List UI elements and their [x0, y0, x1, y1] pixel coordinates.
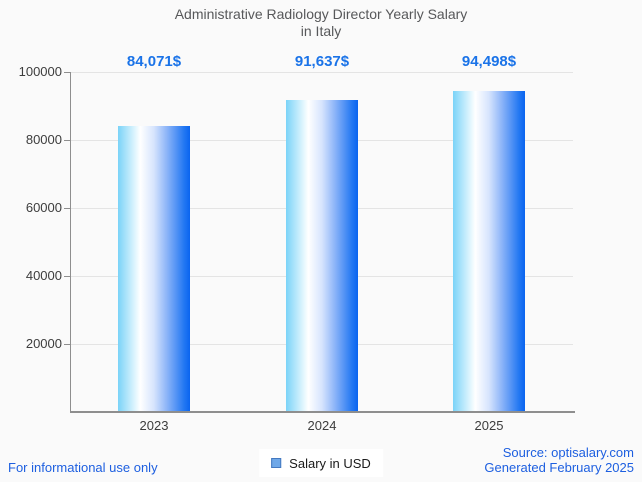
y-axis-tick-label: 60000 [25, 200, 62, 215]
y-axis-tick-mark [64, 208, 70, 209]
bar-2024[interactable] [286, 100, 358, 412]
bar-value-label: 91,637$ [294, 53, 350, 70]
y-axis-tick-label: 100000 [18, 64, 62, 79]
y-axis-line [70, 72, 71, 412]
bar-value-label: 84,071$ [126, 53, 182, 70]
legend-marker-icon [271, 458, 282, 468]
x-axis-tick-label: 2024 [307, 418, 337, 433]
y-axis-tick-mark [64, 276, 70, 277]
y-axis-tick-label: 20000 [25, 336, 62, 351]
legend[interactable]: Salary in USD [259, 449, 383, 477]
chart-title: Administrative Radiology Director Yearly… [0, 6, 642, 40]
y-axis-tick-mark [64, 140, 70, 141]
bar-value-label: 94,498$ [461, 53, 517, 70]
legend-label: Salary in USD [289, 455, 371, 471]
x-axis-tick-label: 2025 [474, 418, 504, 433]
chart-title-line2: in Italy [300, 23, 342, 39]
y-axis-tick-mark [64, 72, 70, 73]
x-axis-tick-label: 2023 [139, 418, 169, 433]
y-axis-tick-mark [64, 344, 70, 345]
source-block: Source: optisalary.com Generated Februar… [484, 445, 634, 475]
chart-title-line1: Administrative Radiology Director Yearly… [174, 6, 468, 22]
bar-2023[interactable] [118, 126, 190, 412]
y-axis-tick-label: 80000 [25, 132, 62, 147]
disclaimer-text: For informational use only [8, 460, 158, 475]
source-link[interactable]: Source: optisalary.com [502, 445, 634, 460]
bar-2025[interactable] [453, 91, 525, 412]
generated-date: Generated February 2025 [484, 460, 634, 475]
y-axis-tick-label: 40000 [25, 268, 62, 283]
x-axis-line [70, 411, 575, 413]
gridline [70, 72, 573, 73]
